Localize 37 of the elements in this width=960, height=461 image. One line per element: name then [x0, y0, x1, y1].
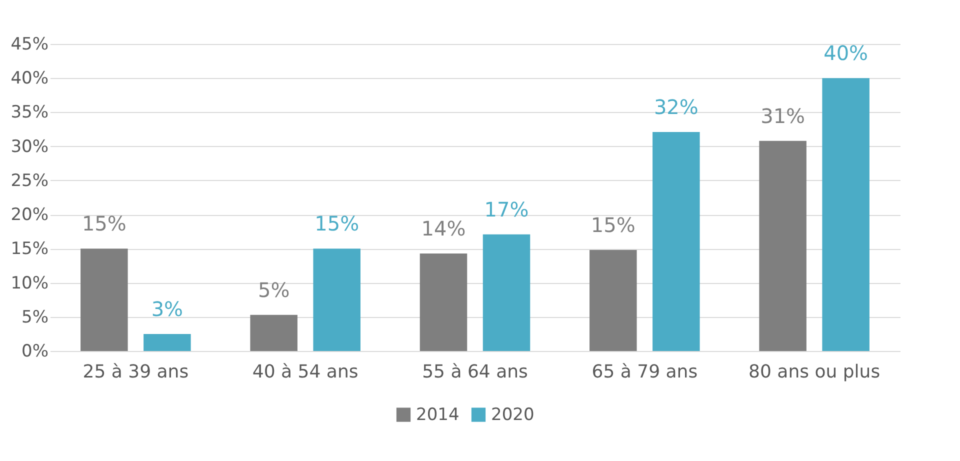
data-label: 14%: [421, 216, 466, 240]
x-tick-label: 65 à 79 ans: [592, 362, 698, 382]
data-label: 32%: [654, 95, 698, 120]
data-label: 15%: [590, 213, 636, 238]
legend-label: 2014: [416, 404, 460, 425]
legend-label: 2020: [491, 404, 534, 425]
y-tick-label: 0%: [22, 342, 48, 362]
x-tick-label: 80 ans ou plus: [748, 362, 880, 382]
data-label: 15%: [314, 212, 360, 236]
x-tick-label: 55 à 64 ans: [422, 362, 528, 382]
x-tick-label: 40 à 54 ans: [252, 362, 358, 382]
bar: [420, 253, 468, 351]
y-tick-label: 40%: [10, 68, 48, 89]
y-tick-label: 10%: [10, 273, 48, 294]
y-tick-label: 20%: [10, 205, 48, 226]
bar: [313, 248, 360, 351]
bar: [80, 248, 128, 351]
x-tick-label: 25 à 39 ans: [82, 362, 189, 382]
y-tick-label: 35%: [10, 102, 48, 123]
y-tick-label: 30%: [10, 136, 48, 157]
data-label: 40%: [824, 41, 868, 66]
data-label: 3%: [151, 296, 184, 321]
data-label: 31%: [760, 104, 806, 128]
bar: [822, 78, 870, 351]
bar: [144, 334, 191, 351]
data-label: 5%: [258, 278, 290, 302]
data-label: 15%: [82, 212, 126, 236]
y-tick-label: 15%: [10, 239, 48, 260]
bar: [590, 250, 637, 351]
data-label: 17%: [484, 197, 529, 222]
bar: [759, 140, 806, 351]
bar: [250, 314, 298, 351]
y-tick-label: 45%: [10, 34, 48, 54]
y-tick-label: 25%: [10, 170, 48, 191]
y-tick-label: 5%: [22, 307, 48, 328]
bar: [652, 132, 700, 351]
bar: [482, 234, 530, 351]
